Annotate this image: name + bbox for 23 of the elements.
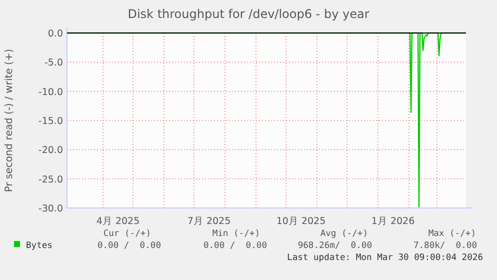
y-tick-label: -20.0 xyxy=(38,145,63,156)
y-tick-label: -30.0 xyxy=(38,204,63,214)
y-tick-label: 0.0 xyxy=(48,28,63,40)
text: Min (-/+) xyxy=(212,229,260,239)
text: Last update: Mon Mar 30 09:00:04 2026 xyxy=(287,253,483,263)
legend-label: Bytes xyxy=(26,241,52,251)
y-tick-label: -15.0 xyxy=(38,116,63,127)
text: 0.00 / 0.00 xyxy=(97,241,161,251)
text: 968.26m/ 0.00 xyxy=(298,241,372,251)
text: Avg (-/+) xyxy=(320,229,368,239)
x-tick-label: 4月 2025 xyxy=(96,216,140,227)
text: 7.80k/ 0.00 xyxy=(413,241,477,251)
x-tick-label: 7月 2025 xyxy=(187,216,231,227)
chart-title: Disk throughput for /dev/loop6 - by year xyxy=(128,7,370,21)
text: 0.00 / 0.00 xyxy=(203,241,267,251)
y-tick-label: -10.0 xyxy=(38,86,63,98)
x-tick-label: 1月 2026 xyxy=(371,216,415,227)
text: Max (-/+) xyxy=(428,229,476,239)
y-tick-label: -5.0 xyxy=(44,58,63,69)
y-tick-label: -25.0 xyxy=(38,174,63,186)
text: Cur (-/+) xyxy=(103,229,151,239)
y-axis-title: Pr second read (-) / write (+) xyxy=(4,48,15,192)
x-tick-label: 10月 2025 xyxy=(276,216,326,227)
